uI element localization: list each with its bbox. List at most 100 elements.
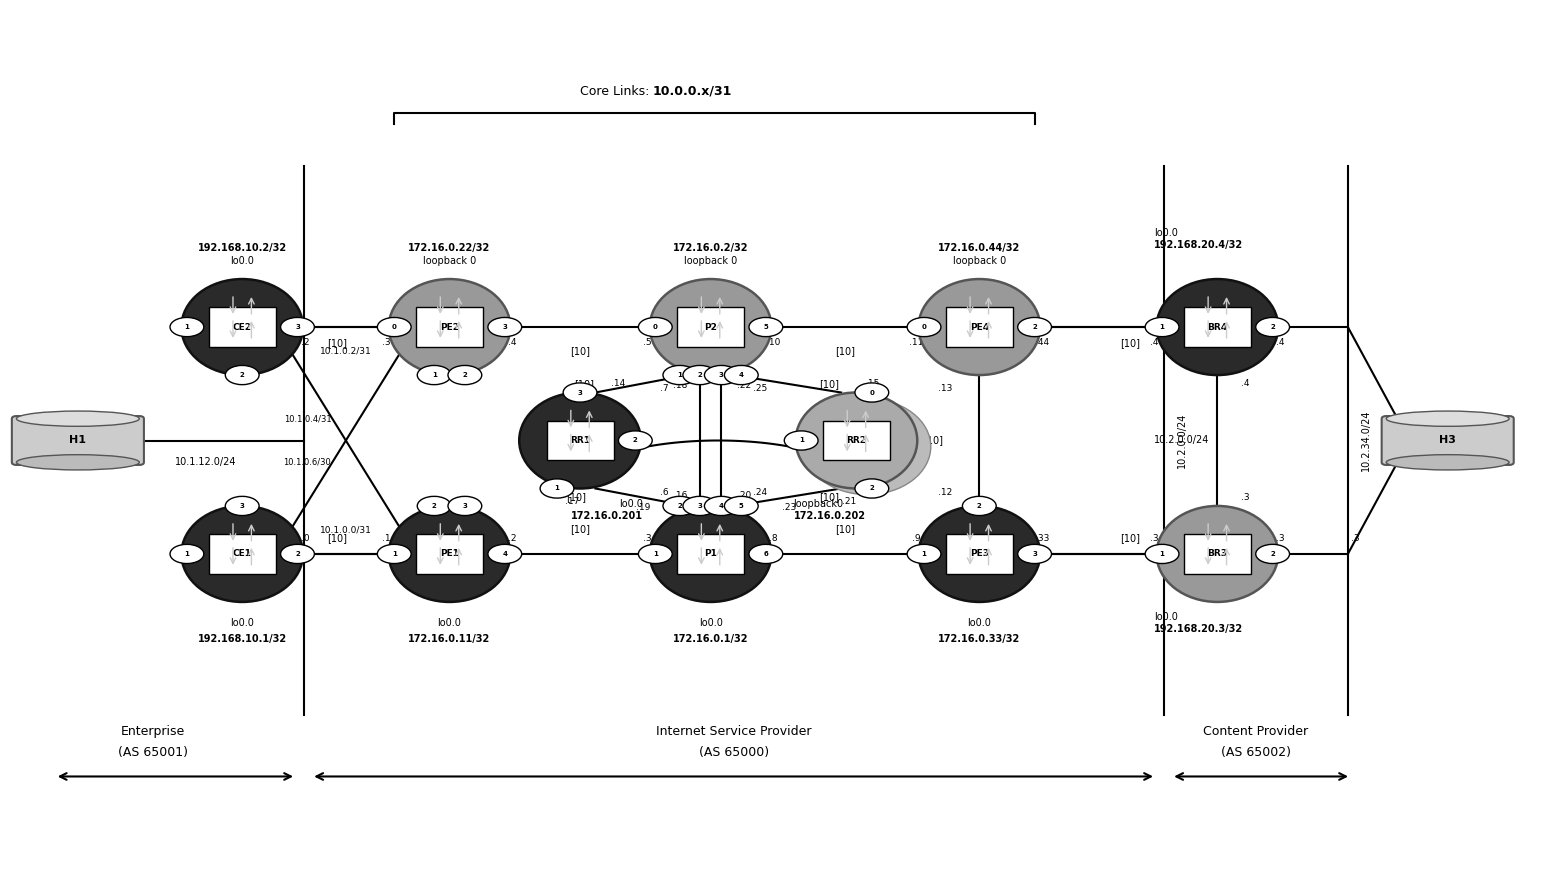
Text: [10]: [10] — [570, 524, 590, 535]
Text: .3: .3 — [644, 534, 652, 543]
Text: .25: .25 — [752, 383, 767, 393]
Text: 4: 4 — [738, 372, 744, 378]
Text: 1: 1 — [184, 324, 190, 330]
Text: 2: 2 — [698, 372, 703, 378]
Circle shape — [908, 544, 940, 564]
Text: [10]: [10] — [327, 533, 347, 544]
Ellipse shape — [1387, 411, 1508, 426]
Ellipse shape — [795, 393, 917, 488]
Text: .21: .21 — [841, 497, 855, 506]
Text: 1: 1 — [392, 551, 397, 557]
Text: [10]: [10] — [1119, 533, 1139, 544]
Text: 10.1.12.0/24: 10.1.12.0/24 — [176, 457, 236, 467]
Text: 172.16.0.202: 172.16.0.202 — [794, 511, 866, 521]
Circle shape — [170, 317, 204, 337]
Text: 6: 6 — [763, 551, 769, 557]
Text: [10]: [10] — [570, 346, 590, 357]
Text: 192.168.10.2/32: 192.168.10.2/32 — [198, 243, 287, 253]
FancyBboxPatch shape — [547, 420, 613, 461]
Circle shape — [1146, 544, 1180, 564]
Text: 192.168.20.3/32: 192.168.20.3/32 — [1155, 625, 1243, 634]
Text: 4: 4 — [720, 503, 724, 509]
Text: 0: 0 — [653, 324, 658, 330]
Text: 2: 2 — [869, 485, 874, 492]
Text: .12: .12 — [939, 488, 953, 498]
FancyBboxPatch shape — [1184, 307, 1251, 347]
Text: 172.16.0.11/32: 172.16.0.11/32 — [408, 633, 491, 644]
Circle shape — [417, 496, 451, 515]
Text: .23: .23 — [781, 503, 797, 512]
Circle shape — [749, 544, 783, 564]
Circle shape — [488, 544, 522, 564]
Circle shape — [908, 317, 940, 337]
Circle shape — [682, 366, 716, 385]
Circle shape — [540, 479, 574, 498]
Text: CE2: CE2 — [233, 322, 252, 331]
Circle shape — [682, 496, 716, 515]
Text: .6: .6 — [661, 488, 669, 498]
FancyBboxPatch shape — [208, 534, 276, 574]
Ellipse shape — [919, 279, 1041, 375]
Text: H1: H1 — [69, 435, 86, 446]
Circle shape — [724, 496, 758, 515]
Text: BR3: BR3 — [1207, 550, 1227, 559]
Text: 2: 2 — [1271, 324, 1275, 330]
Ellipse shape — [1156, 506, 1278, 602]
Ellipse shape — [17, 455, 139, 470]
Text: .18: .18 — [673, 381, 687, 390]
Text: .7: .7 — [661, 383, 669, 393]
Text: [10]: [10] — [567, 492, 587, 502]
Text: RR2: RR2 — [846, 436, 866, 445]
Circle shape — [855, 479, 889, 498]
Text: (AS 65000): (AS 65000) — [698, 746, 769, 759]
Text: 172.16.0.33/32: 172.16.0.33/32 — [939, 633, 1021, 644]
Ellipse shape — [650, 279, 772, 375]
Text: 2: 2 — [463, 372, 468, 378]
Circle shape — [1017, 317, 1051, 337]
Text: .11: .11 — [909, 338, 923, 347]
Text: .24: .24 — [752, 488, 767, 498]
Text: 0: 0 — [392, 324, 397, 330]
Text: .5: .5 — [644, 338, 652, 347]
Text: .1: .1 — [281, 534, 290, 543]
Text: BR4: BR4 — [1207, 322, 1227, 331]
Text: .1: .1 — [383, 534, 391, 543]
Text: .4: .4 — [1275, 338, 1285, 347]
Text: .3: .3 — [1241, 492, 1249, 501]
Circle shape — [704, 366, 738, 385]
Text: .7: .7 — [411, 575, 420, 585]
Text: .4: .4 — [1150, 338, 1158, 347]
Text: 2: 2 — [1271, 551, 1275, 557]
Text: Internet Service Provider: Internet Service Provider — [656, 724, 811, 737]
Text: .10: .10 — [130, 420, 144, 429]
Text: loopback0: loopback0 — [794, 499, 843, 508]
Text: 3: 3 — [502, 324, 508, 330]
Ellipse shape — [650, 506, 772, 602]
Text: 2: 2 — [633, 438, 638, 443]
Text: 1: 1 — [184, 551, 190, 557]
Circle shape — [225, 496, 259, 515]
Text: [10]: [10] — [835, 346, 855, 357]
Text: .3: .3 — [1275, 534, 1285, 543]
Text: RR1: RR1 — [570, 436, 590, 445]
Circle shape — [855, 383, 889, 402]
Text: P1: P1 — [704, 550, 716, 559]
Text: 3: 3 — [1031, 551, 1038, 557]
FancyBboxPatch shape — [823, 420, 889, 461]
Text: 172.16.0.44/32: 172.16.0.44/32 — [939, 243, 1021, 253]
Circle shape — [704, 496, 738, 515]
Text: .17: .17 — [565, 497, 579, 506]
Text: PE1: PE1 — [440, 550, 459, 559]
Text: lo0.0: lo0.0 — [1155, 612, 1178, 622]
FancyBboxPatch shape — [208, 307, 276, 347]
Text: .8: .8 — [769, 534, 778, 543]
Text: loopback 0: loopback 0 — [423, 256, 476, 266]
Circle shape — [784, 431, 818, 450]
FancyBboxPatch shape — [415, 534, 483, 574]
Text: 2: 2 — [295, 551, 300, 557]
FancyBboxPatch shape — [678, 534, 744, 574]
Text: 1: 1 — [1160, 324, 1164, 330]
Text: .4: .4 — [508, 338, 517, 347]
Circle shape — [638, 544, 672, 564]
Circle shape — [724, 366, 758, 385]
